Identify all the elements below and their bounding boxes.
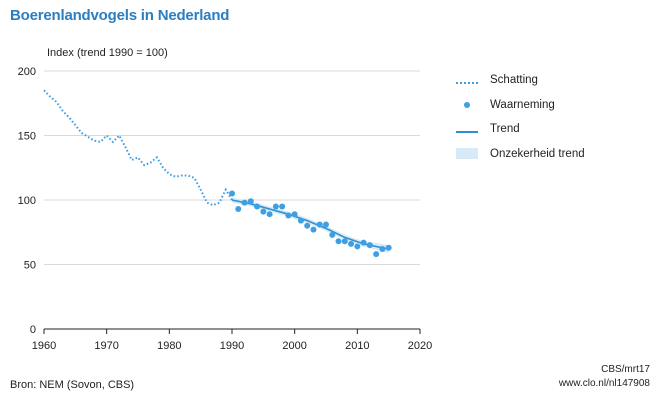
legend-swatch-band [456,148,478,160]
legend-item-trend: Trend [456,117,585,142]
observation-point [304,222,311,229]
observation-point [235,206,242,213]
observation-points-layer [229,190,392,258]
y-axis-label: Index (trend 1990 = 100) [47,47,168,59]
observation-point [272,203,279,210]
y-tick-label: 100 [18,195,36,207]
observation-point [316,221,323,228]
x-tick-label: 2020 [408,340,432,352]
observation-point [297,217,304,224]
legend-swatch-point [456,99,478,111]
observation-point [366,242,373,249]
observation-point [310,226,317,233]
source-note: Bron: NEM (Sovon, CBS) [10,379,135,391]
x-tick-label: 1990 [220,340,244,352]
observation-point [341,238,348,245]
legend-label: Schatting [490,74,538,87]
observation-point [229,190,235,197]
x-tick-label: 1970 [94,340,118,352]
grid-lines [44,70,420,265]
trend-line-layer [231,199,389,250]
legend-item-observation: Waarneming [456,93,585,118]
observation-point [266,211,273,218]
credit-code: CBS/mrt17 [601,364,650,375]
observation-point [279,203,286,210]
observation-point [254,203,261,210]
observation-point [379,246,386,253]
tick-labels: 0 50 100 150 200 1960 1970 1980 1990 2000 2010 2020 [18,66,433,352]
observation-point [247,198,254,205]
observation-point [260,208,267,215]
observation-point [291,211,298,218]
legend-swatch-dotted [456,76,478,85]
trend-line [231,199,389,250]
legend-label: Trend [490,123,520,136]
x-tick-label: 1960 [32,340,56,352]
chart-title: Boerenlandvogels in Nederland [10,7,230,24]
observation-point [354,243,361,250]
observation-point [241,199,248,206]
legend-item-estimate: Schatting [456,68,585,93]
x-tick-label: 1980 [157,340,181,352]
legend-label: Onzekerheid trend [490,147,585,160]
credit-url: www.clo.nl/nl147908 [558,378,650,389]
axes [43,328,421,334]
observation-point [360,239,367,246]
observation-point [373,251,380,258]
observation-point [329,231,336,238]
y-tick-label: 150 [18,131,36,143]
estimate-line [43,89,233,207]
observation-point [323,221,329,228]
observation-point [285,212,292,219]
observation-point [385,244,392,251]
observation-point [348,240,355,247]
credits: CBS/mrt17 www.clo.nl/nl147908 [559,363,650,391]
estimate-line-layer [43,89,233,207]
y-tick-label: 50 [24,260,36,272]
legend-swatch-line [456,125,478,134]
observation-point [335,238,342,245]
y-tick-label: 0 [30,324,36,336]
legend-item-uncertainty: Onzekerheid trend [456,142,585,167]
x-tick-label: 2010 [345,340,369,352]
x-tick-label: 2000 [282,340,306,352]
legend: Schatting Waarneming Trend Onzekerheid t… [456,68,585,166]
y-tick-label: 200 [18,66,36,78]
legend-label: Waarneming [490,98,555,111]
